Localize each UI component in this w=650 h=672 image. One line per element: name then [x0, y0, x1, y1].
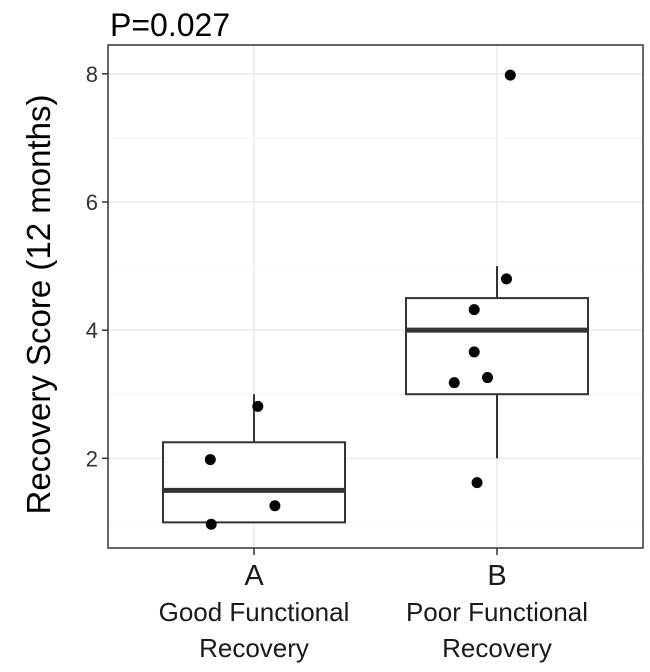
- x-category-description: Good Functional: [159, 597, 350, 627]
- data-point: [448, 377, 460, 389]
- box-iqr: [162, 441, 346, 524]
- x-category-description: Recovery: [199, 633, 309, 663]
- data-points: [204, 69, 516, 530]
- y-tick-label: 8: [86, 62, 98, 87]
- data-point: [252, 400, 264, 412]
- y-tick-label: 2: [86, 446, 98, 471]
- data-point: [504, 69, 516, 81]
- x-tick-label: A: [244, 560, 264, 592]
- y-tick-label: 4: [86, 318, 98, 343]
- box-series: [162, 266, 589, 524]
- data-point: [205, 518, 217, 530]
- data-point: [468, 346, 480, 358]
- chart-title: P=0.027: [110, 7, 230, 43]
- plot-panel-border: [107, 44, 644, 549]
- data-point: [471, 477, 483, 489]
- x-axis: A Good Functional Recovery B Poor Functional…: [159, 548, 588, 663]
- x-category-description: Recovery: [442, 633, 552, 663]
- y-axis: 2 4 6 8: [86, 62, 108, 471]
- box-iqr: [405, 297, 589, 396]
- data-point: [204, 454, 216, 466]
- x-tick-label: B: [487, 560, 506, 592]
- y-tick-label: 6: [86, 190, 98, 215]
- data-point: [269, 500, 281, 512]
- y-axis-title: Recovery Score (12 months): [20, 95, 57, 515]
- data-point: [468, 304, 480, 316]
- data-point: [482, 372, 493, 384]
- x-category-description: Poor Functional: [406, 597, 588, 627]
- data-point: [501, 273, 512, 285]
